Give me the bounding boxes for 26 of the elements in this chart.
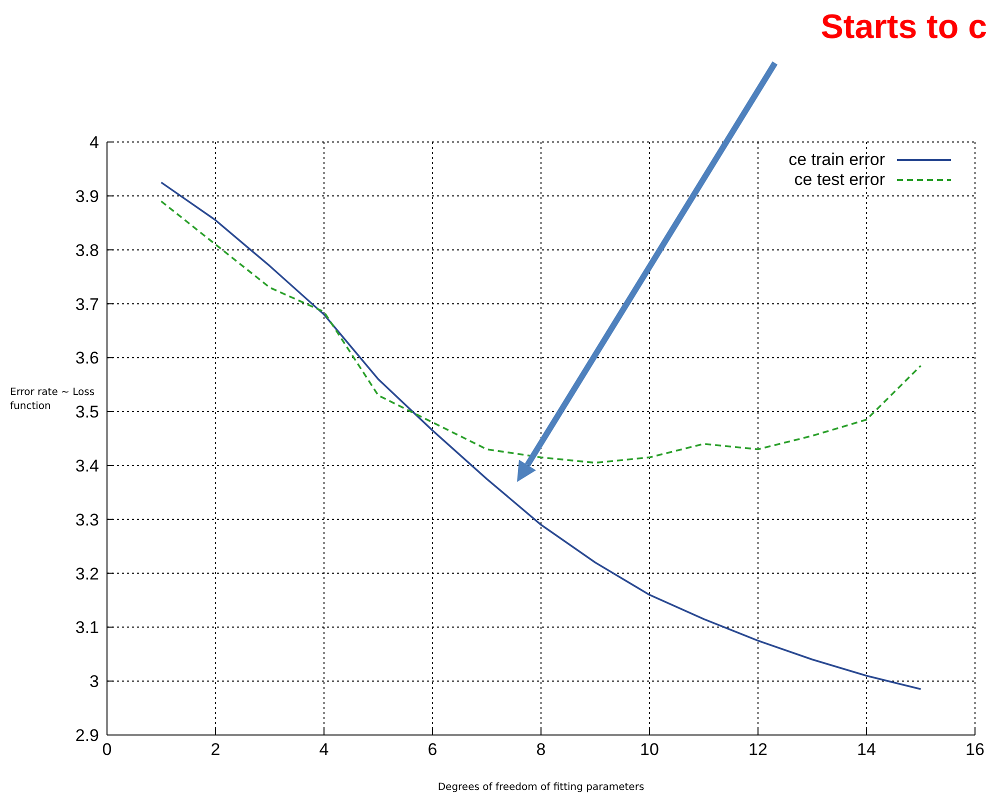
y-tick-label: 4 (90, 133, 99, 152)
x-tick-label: 10 (640, 740, 659, 760)
x-tick-label: 8 (536, 740, 546, 760)
y-tick-label: 3.4 (75, 456, 99, 476)
y-tick-label: 2.9 (75, 726, 99, 746)
line-series (160, 200, 922, 464)
y-tick-label: 3.3 (75, 510, 99, 530)
y-tick-label: 3.9 (75, 186, 99, 206)
y-tick-label: 3 (90, 672, 99, 692)
y-tick-label: 3.5 (75, 402, 99, 422)
y-tick-label: 3.2 (75, 564, 99, 584)
x-tick-label: 0 (102, 740, 112, 760)
y-tick-label: 3.1 (75, 618, 99, 638)
x-tick-label: 2 (210, 740, 220, 760)
y-tick-label: 3.6 (75, 348, 99, 368)
x-axis-title: Degrees of freedom of fitting parameters (436, 782, 646, 793)
legend-label: ce test error (794, 170, 885, 190)
y-tick-label: 3.8 (75, 240, 99, 260)
x-tick-label: 4 (319, 740, 329, 760)
x-tick-label: 6 (428, 740, 438, 760)
y-tick-label: 3.7 (75, 294, 99, 314)
text: Starts to c (820, 8, 987, 47)
x-tick-label: 14 (857, 740, 876, 760)
x-tick-label: 12 (748, 740, 768, 760)
x-tick-label: 16 (966, 740, 984, 760)
legend-label: ce train error (788, 150, 885, 170)
